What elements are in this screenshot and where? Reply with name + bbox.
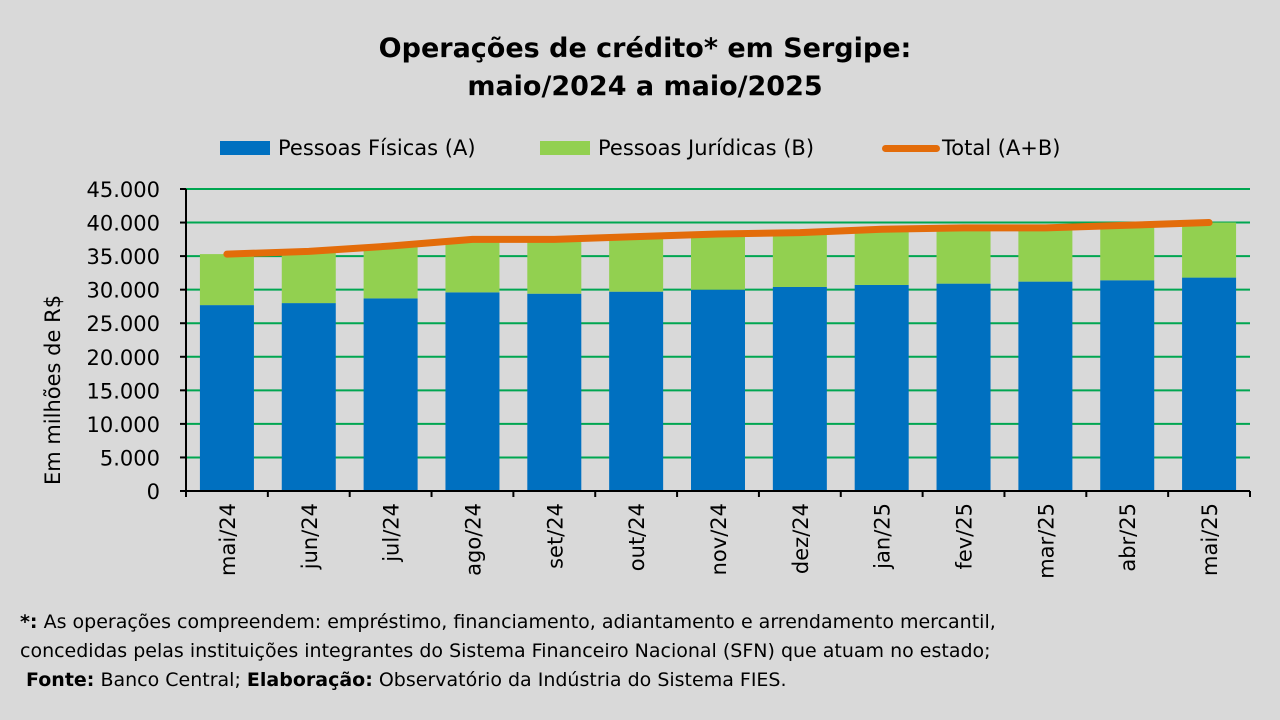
y-tick-label: 40.000 — [87, 212, 160, 236]
footnote-line-1: *: As operações compreendem: empréstimo,… — [20, 608, 1260, 637]
chart-title-line-1: Operações de crédito* em Sergipe: — [378, 33, 912, 64]
bar-pessoas-fisicas — [281, 303, 336, 491]
legend-label-pessoas-juridicas: Pessoas Jurídicas (B) — [598, 136, 815, 160]
bar-pessoas-juridicas — [854, 229, 909, 285]
x-tick-label: jun/24 — [298, 503, 322, 570]
x-tick-label: nov/24 — [707, 503, 731, 575]
bar-pessoas-fisicas — [936, 283, 991, 491]
x-tick-label: dez/24 — [789, 503, 813, 574]
bar-pessoas-juridicas — [527, 239, 582, 294]
y-tick-label: 10.000 — [87, 413, 160, 437]
footnote-marker: *: — [20, 611, 38, 633]
bar-pessoas-juridicas — [772, 232, 827, 287]
y-tick-label: 45.000 — [87, 178, 160, 202]
bar-pessoas-juridicas — [281, 251, 336, 304]
footnote-line-2: concedidas pelas instituições integrante… — [20, 640, 991, 662]
tick-labels: 0 5.000 10.000 15.000 20.000 25.000 30.000 35.0… — [41, 178, 1222, 579]
bars — [199, 222, 1237, 491]
y-tick-label: 0 — [147, 480, 160, 504]
bar-pessoas-fisicas — [1018, 281, 1073, 491]
x-tick-label: mai/25 — [1198, 503, 1222, 576]
elaboration-value: Observatório da Indústria do Sistema FIE… — [372, 669, 787, 691]
y-tick-label: 15.000 — [87, 379, 160, 403]
chart-title-line-2: maio/2024 a maio/2025 — [467, 71, 823, 102]
source-label: Fonte: — [26, 669, 95, 691]
total-line-layer — [223, 219, 1213, 258]
source-value: Banco Central; — [94, 669, 247, 691]
x-tick-label: ago/24 — [461, 503, 485, 576]
y-tick-label: 20.000 — [87, 346, 160, 370]
legend-swatch-total — [882, 144, 940, 152]
bar-pessoas-juridicas — [691, 233, 745, 290]
y-tick-label: 30.000 — [87, 279, 160, 303]
legend: Pessoas Físicas (A) Pessoas Jurídicas (B… — [0, 133, 1280, 163]
y-tick-label: 5.000 — [100, 446, 160, 470]
elaboration-label: Elaboração: — [246, 669, 373, 691]
legend-swatch-pessoas-juridicas — [540, 141, 590, 155]
bar-pessoas-fisicas — [363, 298, 418, 491]
bar-pessoas-juridicas — [1018, 227, 1073, 282]
legend-label-total: Total (A+B) — [942, 136, 1061, 160]
y-axis-title: Em milhões de R$ — [41, 295, 65, 485]
bar-pessoas-juridicas — [609, 236, 664, 292]
legend-item-total: Total (A+B) — [882, 133, 1060, 163]
total-line — [223, 219, 1213, 258]
y-tick-label: 35.000 — [87, 245, 160, 269]
x-tick-label: abr/25 — [1116, 503, 1140, 572]
x-tick-label: jul/24 — [380, 503, 404, 563]
bar-pessoas-fisicas — [445, 292, 500, 491]
chart-plot: 0 5.000 10.000 15.000 20.000 25.000 30.000 35.0… — [41, 178, 1251, 579]
legend-item-pessoas-juridicas: Pessoas Jurídicas (B) — [540, 133, 814, 163]
x-tick-label: jan/25 — [871, 503, 895, 570]
x-tick-label: fev/25 — [953, 503, 977, 570]
chart-title: Operações de crédito* em Sergipe: maio/2… — [0, 30, 1280, 106]
legend-item-pessoas-fisicas: Pessoas Físicas (A) — [220, 133, 476, 163]
bar-pessoas-juridicas — [199, 254, 254, 306]
x-tick-label: set/24 — [543, 503, 567, 569]
x-tick-label: mar/25 — [1034, 503, 1058, 579]
footnote-text-1: As operações compreendem: empréstimo, fi… — [37, 611, 996, 633]
footnote-line-3: Fonte: Banco Central; Elaboração: Observ… — [20, 666, 1260, 695]
bar-pessoas-fisicas — [199, 305, 254, 491]
bar-pessoas-fisicas — [1182, 277, 1237, 491]
bar-pessoas-juridicas — [1182, 222, 1237, 278]
bar-pessoas-fisicas — [772, 286, 827, 491]
bar-pessoas-juridicas — [1100, 225, 1155, 281]
bar-pessoas-fisicas — [691, 289, 745, 491]
bar-pessoas-fisicas — [854, 284, 909, 491]
x-tick-label: mai/24 — [216, 503, 240, 576]
axes — [180, 188, 1251, 497]
bar-pessoas-juridicas — [936, 227, 991, 284]
footnote: *: As operações compreendem: empréstimo,… — [20, 608, 1260, 695]
bar-pessoas-juridicas — [445, 239, 500, 293]
bar-pessoas-juridicas — [363, 246, 418, 299]
legend-swatch-pessoas-fisicas — [220, 141, 270, 155]
bar-pessoas-fisicas — [609, 291, 664, 491]
bar-pessoas-fisicas — [527, 293, 582, 491]
bar-pessoas-fisicas — [1100, 280, 1155, 491]
y-tick-label: 25.000 — [87, 312, 160, 336]
legend-label-pessoas-fisicas: Pessoas Físicas (A) — [278, 136, 476, 160]
x-tick-label: out/24 — [625, 503, 649, 571]
